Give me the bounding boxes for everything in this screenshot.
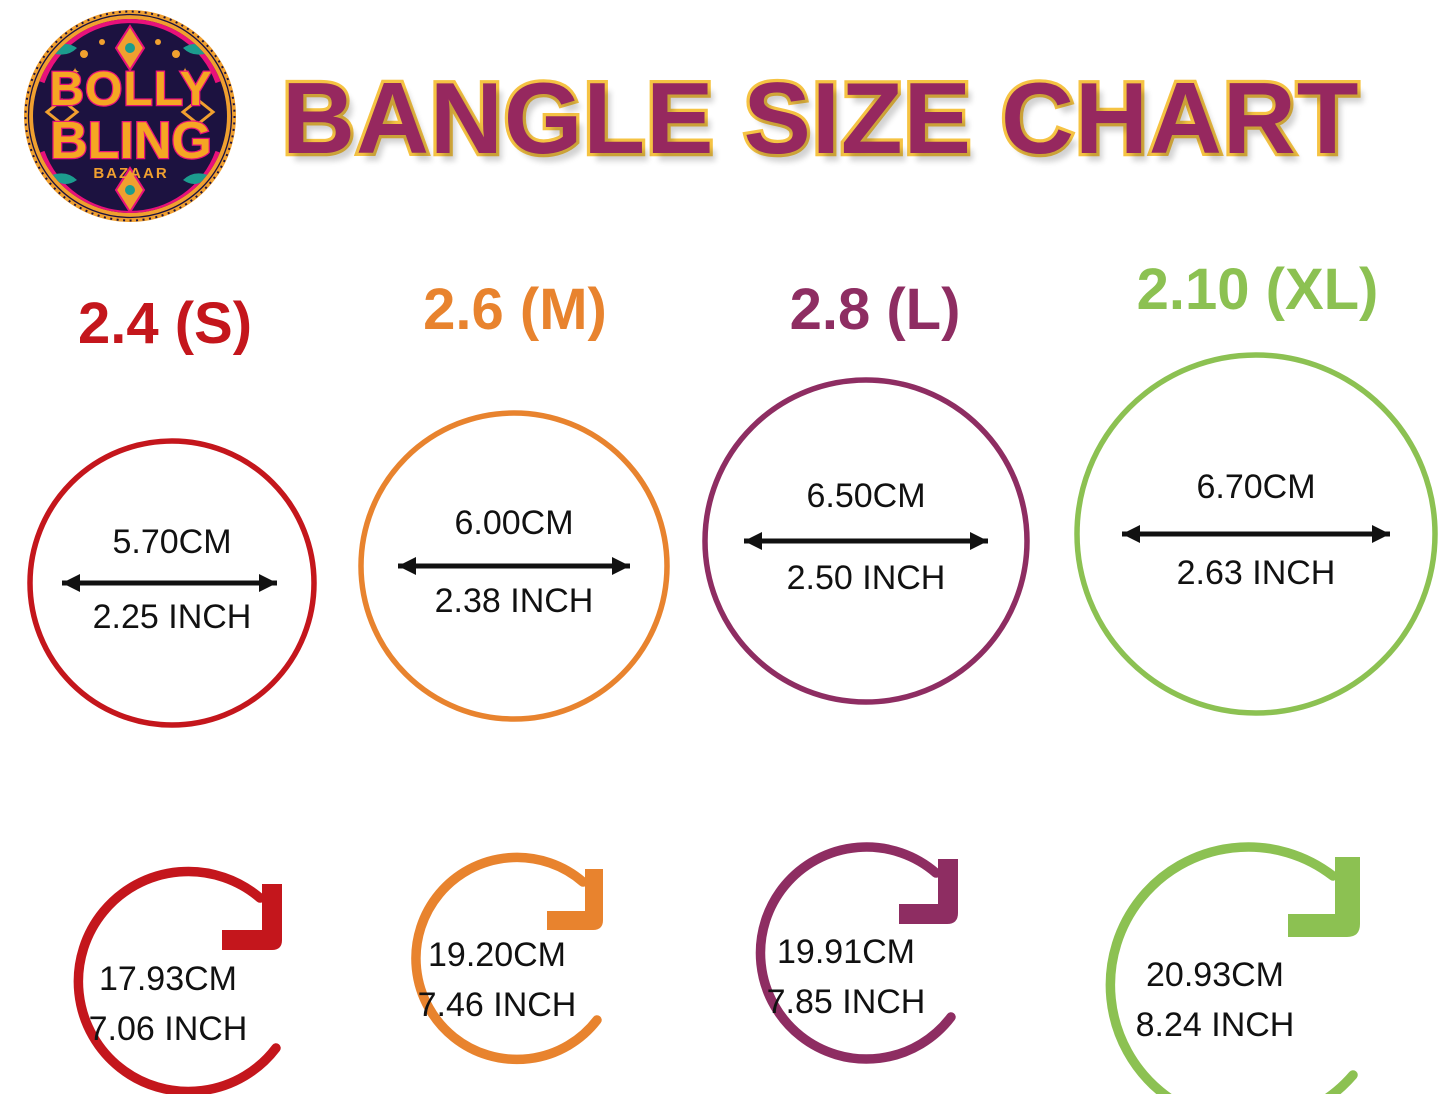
svg-text:19.20CM: 19.20CM: [428, 936, 566, 974]
svg-text:BAZAAR: BAZAAR: [93, 165, 168, 182]
svg-text:6.00CM: 6.00CM: [454, 504, 573, 542]
svg-text:8.24 INCH: 8.24 INCH: [1136, 1006, 1295, 1044]
svg-text:2.38 INCH: 2.38 INCH: [435, 582, 594, 620]
svg-text:6.50CM: 6.50CM: [806, 477, 925, 515]
svg-text:BOLLY: BOLLY: [49, 63, 212, 116]
svg-text:17.93CM: 17.93CM: [99, 960, 237, 998]
svg-text:BLING: BLING: [50, 112, 212, 170]
svg-text:2.50 INCH: 2.50 INCH: [787, 559, 946, 597]
svg-text:2.63 INCH: 2.63 INCH: [1177, 554, 1336, 592]
svg-text:7.06 INCH: 7.06 INCH: [89, 1010, 248, 1048]
svg-text:7.85 INCH: 7.85 INCH: [767, 983, 926, 1021]
svg-text:5.70CM: 5.70CM: [112, 523, 231, 561]
svg-text:20.93CM: 20.93CM: [1146, 956, 1284, 994]
svg-text:19.91CM: 19.91CM: [777, 933, 915, 971]
svg-text:2.25 INCH: 2.25 INCH: [93, 598, 252, 636]
svg-text:7.46 INCH: 7.46 INCH: [418, 986, 577, 1024]
svg-text:6.70CM: 6.70CM: [1196, 468, 1315, 506]
